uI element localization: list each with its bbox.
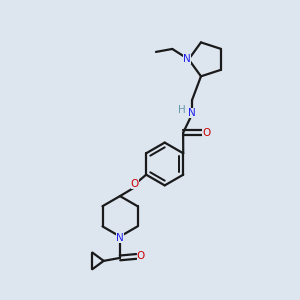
Text: O: O: [137, 251, 145, 261]
Text: H: H: [178, 105, 185, 115]
Text: N: N: [183, 54, 191, 64]
Text: O: O: [131, 178, 139, 189]
Text: N: N: [188, 109, 196, 118]
Text: N: N: [116, 233, 124, 243]
Text: O: O: [202, 128, 210, 138]
